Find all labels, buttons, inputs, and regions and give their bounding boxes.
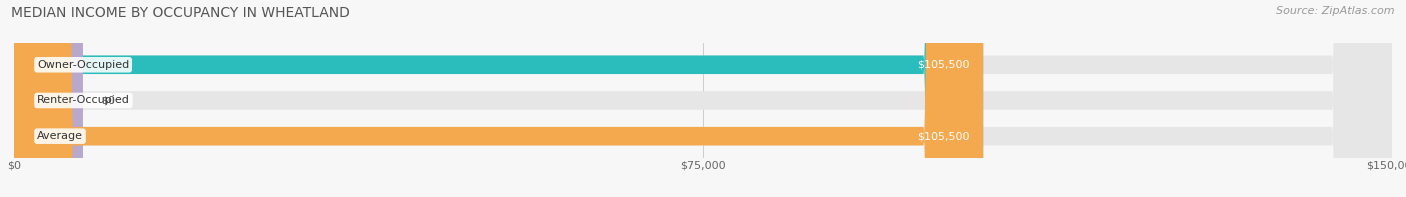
Text: Average: Average xyxy=(37,131,83,141)
Text: $105,500: $105,500 xyxy=(917,60,969,70)
Text: $0: $0 xyxy=(101,96,115,105)
Text: Renter-Occupied: Renter-Occupied xyxy=(37,96,129,105)
FancyBboxPatch shape xyxy=(14,0,1392,197)
FancyBboxPatch shape xyxy=(14,0,1392,197)
Text: MEDIAN INCOME BY OCCUPANCY IN WHEATLAND: MEDIAN INCOME BY OCCUPANCY IN WHEATLAND xyxy=(11,6,350,20)
Text: Source: ZipAtlas.com: Source: ZipAtlas.com xyxy=(1277,6,1395,16)
FancyBboxPatch shape xyxy=(14,0,83,197)
FancyBboxPatch shape xyxy=(14,0,983,197)
FancyBboxPatch shape xyxy=(14,0,1392,197)
FancyBboxPatch shape xyxy=(14,0,983,197)
Text: Owner-Occupied: Owner-Occupied xyxy=(37,60,129,70)
Text: $105,500: $105,500 xyxy=(917,131,969,141)
